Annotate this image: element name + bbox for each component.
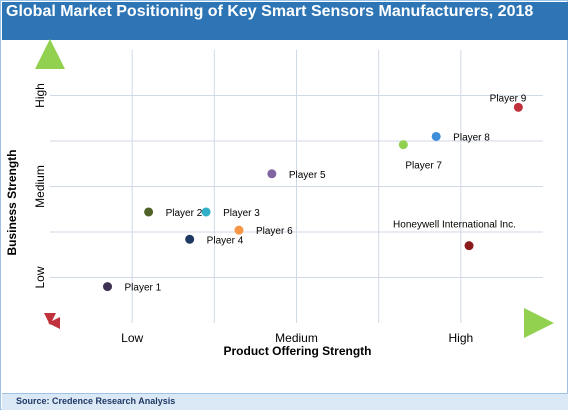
data-label: Player 4 — [207, 235, 244, 246]
source-note: Source: Credence Research Analysis — [16, 396, 176, 406]
data-point — [431, 131, 441, 141]
y-tick-label: Low — [33, 266, 47, 288]
x-tick-label: Low — [121, 331, 143, 345]
data-point — [144, 207, 154, 217]
data-point — [398, 140, 408, 150]
data-label: Player 8 — [453, 132, 490, 143]
data-point — [103, 282, 113, 292]
data-point — [267, 169, 277, 179]
y-axis-title: Business Strength — [5, 149, 19, 255]
data-label: Player 9 — [490, 93, 527, 104]
x-tick-label: Medium — [275, 331, 318, 345]
data-label: Honeywell International Inc. — [393, 220, 516, 231]
origin-arrow-left — [48, 317, 60, 329]
data-label: Player 7 — [405, 161, 442, 172]
data-point — [513, 102, 523, 112]
origin-arrow-down — [44, 313, 56, 325]
data-point — [464, 241, 474, 251]
x-axis-title: Product Offering Strength — [224, 344, 372, 358]
y-tick-label: High — [33, 83, 47, 108]
data-point — [234, 225, 244, 235]
data-label: Player 6 — [256, 226, 293, 237]
data-point — [201, 207, 211, 217]
data-label: Player 1 — [125, 283, 162, 294]
data-label: Player 5 — [289, 170, 326, 181]
x-tick-label: High — [448, 331, 473, 345]
chart-title: Global Market Positioning of Key Smart S… — [6, 3, 534, 20]
source-bar: Source: Credence Research Analysis — [2, 393, 568, 410]
y-tick-label: Medium — [33, 165, 47, 208]
data-point — [185, 234, 195, 244]
data-label: Player 3 — [223, 208, 260, 219]
data-label: Player 2 — [166, 208, 203, 219]
title-bar: Global Market Positioning of Key Smart S… — [2, 2, 568, 40]
